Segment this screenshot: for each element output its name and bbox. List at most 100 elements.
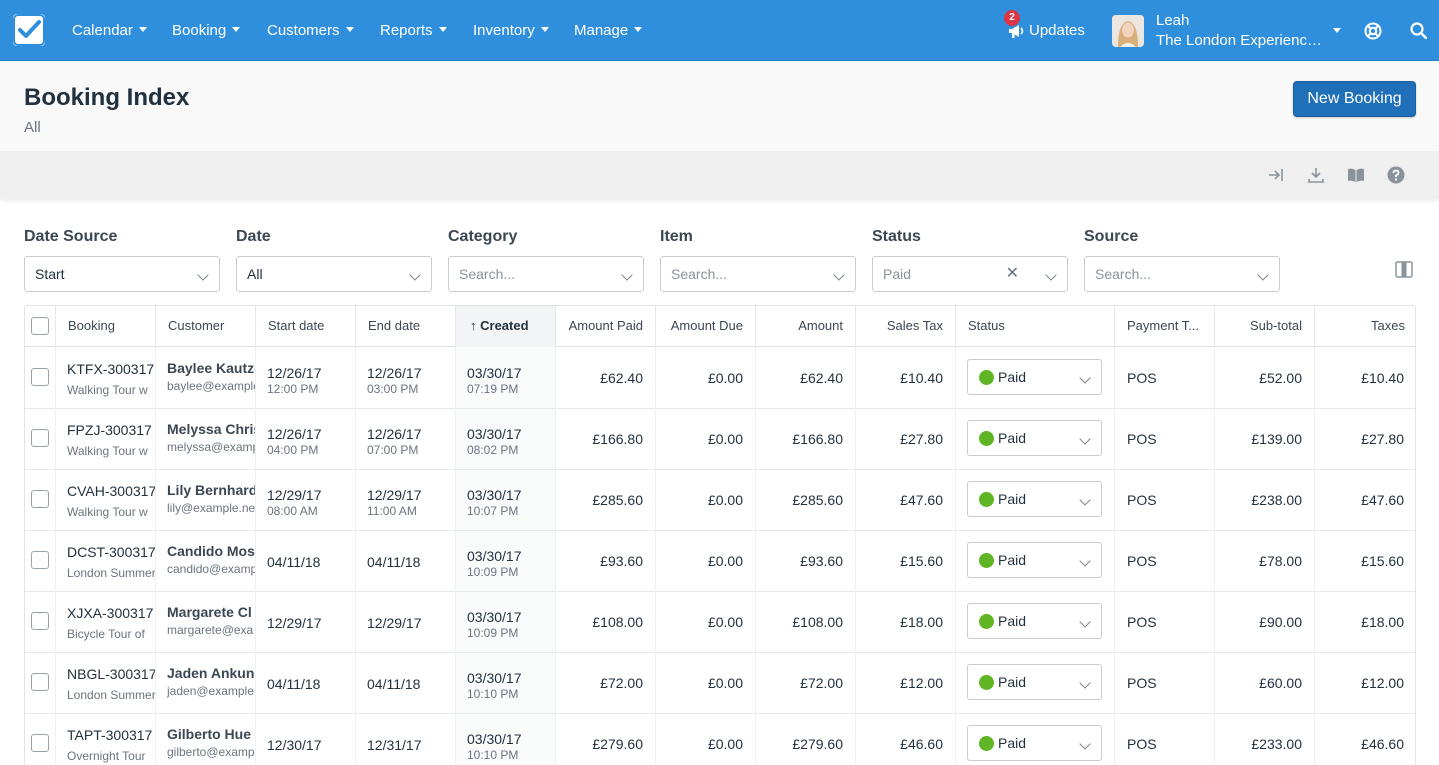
status-dropdown[interactable]: Paid: [967, 725, 1102, 761]
booking-item: London Summer: [67, 688, 155, 702]
booking-item: Overnight Tour: [67, 749, 146, 763]
booking-code[interactable]: DCST-300317: [67, 544, 155, 560]
status-dropdown[interactable]: Paid: [967, 603, 1102, 639]
status-dropdown[interactable]: Paid: [967, 542, 1102, 578]
source-select[interactable]: Search...: [1084, 256, 1280, 292]
booking-item: London Summer: [67, 566, 155, 580]
table-row[interactable]: NBGL-300317 London Summer Jaden Ankunding j…: [25, 653, 1415, 714]
header-status[interactable]: Status: [956, 306, 1115, 347]
new-booking-button[interactable]: New Booking: [1293, 81, 1416, 117]
booking-code[interactable]: CVAH-300317: [67, 483, 155, 499]
status-filter-value: Paid: [883, 266, 912, 282]
booking-item: Walking Tour w: [67, 505, 148, 519]
amount-paid: £166.80: [592, 431, 643, 447]
amount-paid: £285.60: [592, 492, 643, 508]
customer-name[interactable]: Gilberto Hue: [167, 726, 252, 742]
app-logo-icon[interactable]: [13, 14, 45, 46]
user-company[interactable]: The London Experienc…: [1156, 32, 1322, 49]
created-date: 03/30/17: [467, 487, 522, 503]
header-start-date[interactable]: Start date: [256, 306, 356, 347]
status-value: Paid: [998, 674, 1027, 690]
sub-total: £238.00: [1251, 492, 1302, 508]
table-row[interactable]: TAPT-300317 Overnight Tour Gilberto Hue gil…: [25, 714, 1415, 765]
status-dropdown[interactable]: Paid: [967, 481, 1102, 517]
amount-due: £0.00: [707, 492, 743, 508]
column-divider: [1214, 347, 1215, 765]
customer-name[interactable]: Margarete Cl: [167, 604, 252, 620]
clear-icon[interactable]: ✕: [1005, 265, 1019, 282]
customer-name[interactable]: Melyssa Christ: [167, 421, 255, 437]
header-amount-due[interactable]: Amount Due: [656, 306, 756, 347]
status-dropdown[interactable]: Paid: [967, 420, 1102, 456]
header-created[interactable]: ↑ Created: [456, 306, 556, 347]
status-dropdown[interactable]: Paid: [967, 359, 1102, 395]
amount-due: £0.00: [707, 736, 743, 752]
nav-calendar[interactable]: Calendar: [72, 22, 147, 40]
chevron-down-icon: [138, 26, 147, 32]
nav-customers-label: Customers: [267, 22, 340, 39]
booking-code[interactable]: FPZJ-300317: [67, 422, 152, 438]
header-amount-paid[interactable]: Amount Paid: [556, 306, 656, 347]
booking-code[interactable]: XJXA-300317: [67, 605, 154, 621]
item-label: Item: [660, 228, 693, 245]
booking-code[interactable]: TAPT-300317: [67, 727, 153, 743]
created-time: 10:10 PM: [467, 748, 519, 762]
created-date: 03/30/17: [467, 426, 522, 442]
header-taxes[interactable]: Taxes: [1371, 318, 1405, 333]
search-icon[interactable]: [1410, 22, 1428, 44]
nav-inventory[interactable]: Inventory: [473, 22, 549, 40]
row-checkbox[interactable]: [31, 612, 49, 630]
customer-name[interactable]: Lily Bernhard: [167, 482, 255, 498]
help-icon[interactable]: [1387, 166, 1405, 184]
end-date: 04/11/18: [367, 554, 421, 570]
user-menu-chevron-icon[interactable]: [1333, 28, 1341, 33]
header-customer[interactable]: Customer: [156, 306, 256, 347]
book-icon[interactable]: [1347, 166, 1365, 184]
booking-code[interactable]: NBGL-300317: [67, 666, 155, 682]
booking-code[interactable]: KTFX-300317: [67, 361, 155, 377]
header-booking[interactable]: Booking: [56, 306, 156, 347]
category-select[interactable]: Search...: [448, 256, 644, 292]
table-row[interactable]: XJXA-300317 Bicycle Tour of Margarete Cl ma…: [25, 592, 1415, 653]
table-row[interactable]: CVAH-300317 Walking Tour w Lily Bernhard li…: [25, 470, 1415, 531]
end-date: 12/26/17: [367, 365, 422, 381]
customer-name[interactable]: Jaden Ankunding: [167, 665, 255, 681]
nav-manage[interactable]: Manage: [574, 22, 643, 40]
avatar[interactable]: [1112, 15, 1144, 47]
date-select[interactable]: All: [236, 256, 432, 292]
header-amount[interactable]: Amount: [756, 306, 856, 347]
nav-booking[interactable]: Booking: [172, 22, 241, 40]
columns-icon[interactable]: [1395, 261, 1413, 283]
row-checkbox[interactable]: [31, 368, 49, 386]
status-dropdown[interactable]: Paid: [967, 664, 1102, 700]
chevron-down-icon: [540, 26, 549, 32]
start-date: 04/11/18: [267, 554, 321, 570]
user-name[interactable]: Leah: [1156, 12, 1190, 29]
import-icon[interactable]: [1267, 166, 1285, 184]
nav-customers[interactable]: Customers: [267, 22, 354, 40]
nav-reports[interactable]: Reports: [380, 22, 447, 40]
status-select[interactable]: Paid ✕: [872, 256, 1068, 292]
row-checkbox[interactable]: [31, 673, 49, 691]
row-checkbox[interactable]: [31, 734, 49, 752]
table-row[interactable]: KTFX-300317 Walking Tour w Baylee Kautzer b…: [25, 348, 1415, 409]
lifebuoy-icon[interactable]: [1364, 22, 1382, 45]
select-all-checkbox[interactable]: [31, 317, 49, 335]
row-checkbox[interactable]: [31, 490, 49, 508]
chevron-down-icon: [1079, 616, 1091, 628]
created-date: 03/30/17: [467, 731, 522, 747]
header-sales-tax[interactable]: Sales Tax: [856, 306, 956, 347]
header-end-date[interactable]: End date: [356, 306, 456, 347]
amount: £166.80: [792, 431, 843, 447]
table-row[interactable]: FPZJ-300317 Walking Tour w Melyssa Christ m…: [25, 409, 1415, 470]
download-icon[interactable]: [1307, 166, 1325, 184]
customer-name[interactable]: Candido Moss: [167, 543, 255, 559]
table-row[interactable]: DCST-300317 London Summer Candido Moss cand…: [25, 531, 1415, 592]
item-select[interactable]: Search...: [660, 256, 856, 292]
customer-name[interactable]: Baylee Kautzer: [167, 360, 255, 376]
header-sub-total[interactable]: Sub-total: [1215, 306, 1315, 347]
row-checkbox[interactable]: [31, 551, 49, 569]
header-payment-type[interactable]: Payment T...: [1115, 306, 1215, 347]
row-checkbox[interactable]: [31, 429, 49, 447]
date-source-select[interactable]: Start: [24, 256, 220, 292]
